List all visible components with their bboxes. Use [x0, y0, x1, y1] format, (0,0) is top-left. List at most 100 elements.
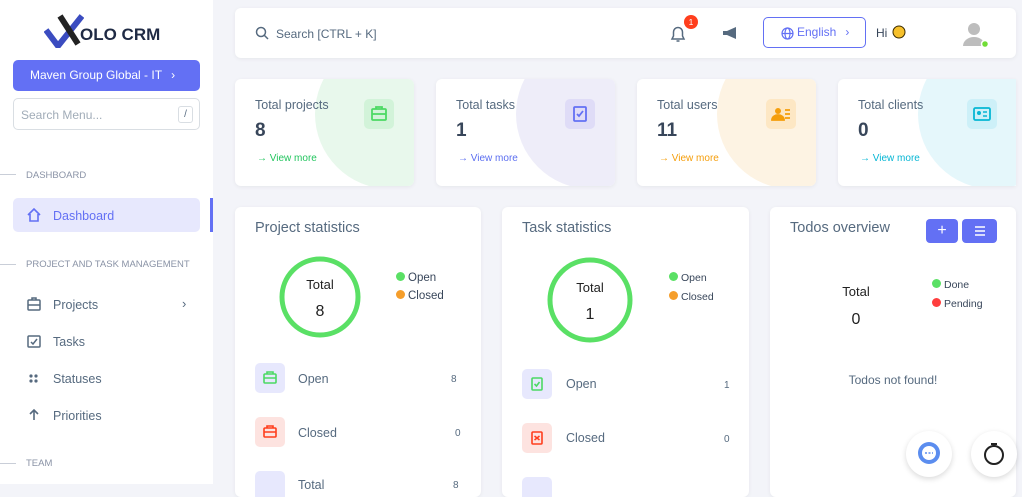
tasks-icon — [27, 335, 41, 348]
stat-value: 11 — [657, 120, 678, 141]
row-label: Closed — [298, 426, 337, 440]
divider — [0, 174, 16, 175]
section-title: DASHBOARD — [26, 170, 87, 181]
sidebar: OLO CRM Maven Group Global - IT › Search … — [0, 0, 213, 484]
row-label: Open — [566, 377, 597, 391]
menu-item[interactable]: Dashboard — [53, 209, 115, 223]
avatar[interactable] — [961, 20, 989, 48]
row-icon — [255, 417, 285, 447]
logo-text: OLO CRM — [80, 25, 161, 44]
row-label: Closed — [566, 431, 605, 445]
donut — [279, 256, 361, 338]
stat-value: 8 — [255, 120, 266, 141]
view-more[interactable]: → View more — [860, 153, 920, 164]
todos-card: Todos overview + Total 0 Done Pending To… — [770, 207, 1016, 497]
legend-text: Closed — [681, 291, 714, 303]
menu-item[interactable]: Projects — [53, 298, 99, 312]
add-todo-button[interactable]: + — [926, 219, 958, 243]
legend-item[interactable]: Open — [396, 272, 436, 284]
card-title: Project statistics — [255, 220, 360, 236]
link-text[interactable]: View more — [872, 153, 920, 164]
accent — [315, 79, 414, 186]
view-more[interactable]: → View more — [659, 153, 719, 164]
workspace-button[interactable]: Maven Group Global - IT › — [13, 60, 200, 91]
row-value: 0 — [724, 434, 730, 445]
active-indicator — [210, 198, 213, 232]
list-todos-button[interactable] — [962, 219, 997, 243]
donut-total: 8 — [315, 303, 325, 320]
donut-label: Total — [306, 277, 334, 292]
row-icon — [255, 471, 285, 497]
row-value: 1 — [724, 380, 730, 391]
logo-mark — [44, 14, 84, 48]
row-label: Total — [298, 478, 325, 492]
timer-button[interactable] — [971, 431, 1017, 477]
icon-box — [967, 99, 997, 129]
stat-label: Total users — [657, 98, 718, 112]
section-title: TEAM — [26, 458, 53, 469]
notification-badge: 1 — [684, 15, 698, 29]
legend-text: Open — [681, 272, 707, 284]
wave-icon — [892, 25, 906, 39]
active-item-bg[interactable] — [13, 198, 200, 232]
legend-text: Pending — [944, 298, 983, 310]
icon-box — [565, 99, 595, 129]
row-value: 8 — [453, 480, 459, 491]
donut-total: 0 — [851, 311, 861, 328]
menu-item[interactable]: Statuses — [53, 372, 102, 386]
donut-label: Total — [576, 280, 604, 295]
menu-item[interactable]: Priorities — [53, 409, 102, 423]
legend-item[interactable]: Pending — [932, 298, 983, 310]
card-title: Task statistics — [522, 220, 612, 236]
shortcut: / — [178, 106, 193, 123]
stat-label: Total projects — [255, 98, 329, 112]
legend-item[interactable]: Closed — [669, 291, 714, 303]
row-value: 0 — [455, 428, 461, 439]
menu-item[interactable]: Tasks — [53, 335, 85, 349]
legend-text: Open — [408, 272, 437, 284]
bell-icon[interactable] — [669, 23, 689, 45]
legend-item[interactable]: Done — [932, 279, 969, 291]
accent — [918, 79, 1016, 186]
link-text[interactable]: View more — [470, 153, 518, 164]
statuses-icon — [29, 374, 38, 383]
legend-text: Done — [944, 279, 970, 291]
search-icon — [255, 26, 269, 40]
view-more[interactable]: → View more — [257, 153, 317, 164]
donut — [547, 257, 633, 343]
card-title: Todos overview — [790, 220, 890, 236]
view-more[interactable]: → View more — [458, 153, 518, 164]
menu-search[interactable]: Search Menu... / — [13, 98, 200, 130]
projects-icon — [27, 297, 41, 311]
link-text[interactable]: View more — [671, 153, 719, 164]
row-icon — [255, 363, 285, 393]
language: English — [797, 25, 837, 39]
icon-box — [766, 99, 796, 129]
row-label: Open — [298, 372, 329, 386]
accent — [717, 79, 816, 186]
stat-label: Total tasks — [456, 98, 516, 112]
workspace-name: Maven Group Global - IT — [30, 68, 163, 82]
legend-text: Closed — [408, 290, 444, 302]
stat-value: 1 — [456, 120, 467, 141]
row-icon — [522, 477, 552, 497]
stat-card: Total tasks 1 → View more — [436, 79, 615, 186]
language-button[interactable]: English › — [763, 17, 866, 48]
announce-icon[interactable] — [722, 26, 740, 40]
menu-search-placeholder: Search Menu... — [21, 108, 103, 122]
donut-total: 1 — [585, 306, 595, 323]
chevron: › — [182, 296, 187, 311]
row-icon — [522, 423, 552, 453]
legend-item[interactable]: Closed — [396, 290, 444, 302]
stat-label: Total clients — [858, 98, 924, 112]
stat-card: Total users 11 → View more — [637, 79, 816, 186]
global-search[interactable]: Search [CTRL + K] — [276, 27, 377, 41]
topbar: Search [CTRL + K] 1 English › Hi — [235, 8, 1016, 58]
chat-button[interactable] — [906, 431, 952, 477]
stat-card: Total projects 8 → View more — [235, 79, 414, 186]
link-text[interactable]: View more — [269, 153, 317, 164]
legend-item[interactable]: Open — [669, 272, 707, 284]
section-title: PROJECT AND TASK MANAGEMENT — [26, 259, 190, 270]
divider — [0, 264, 16, 265]
